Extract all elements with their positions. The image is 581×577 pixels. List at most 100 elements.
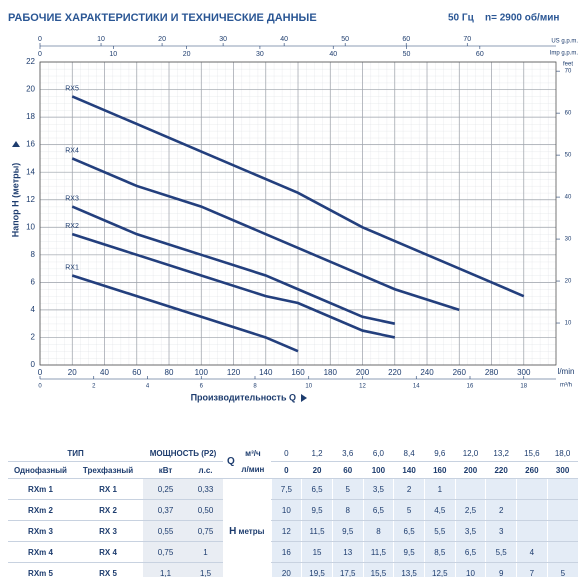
x-tick-label: 160: [291, 368, 305, 377]
y-axis-label: Напор H (метры): [10, 163, 20, 238]
x-tick-label: 60: [132, 368, 141, 377]
h-value: 12: [270, 520, 302, 542]
q-value: 6,0: [363, 445, 394, 462]
x4-unit: Imp g.p.m.: [550, 51, 579, 57]
h-value: 15,5: [362, 562, 394, 577]
q-value: 15,6: [516, 445, 548, 462]
x-tick-label: 220: [388, 368, 402, 377]
h-value: 8,5: [423, 541, 456, 563]
x4-tick-label: 50: [403, 51, 411, 58]
x3-unit: US g.p.m.: [551, 39, 578, 45]
series-line: [71, 205, 396, 325]
h-label: H: [229, 525, 237, 537]
x2-tick-label: 4: [146, 384, 150, 390]
header-cell: Трехфазный: [73, 461, 144, 479]
table-cell: 0,75: [143, 541, 189, 563]
x-tick-label: 280: [485, 368, 499, 377]
series-label: RX5: [65, 85, 79, 92]
x-tick-label: 120: [227, 368, 241, 377]
header-cell: Однофазный: [8, 461, 73, 479]
x4-tick-label: 60: [476, 51, 484, 58]
table-row: RXm 1 RX 1 0,25 0,33 H метры 7,5 6,5 5 3,5 2 1: [8, 478, 578, 577]
q-value: 220: [485, 461, 517, 479]
q-unit: л/мин: [241, 464, 265, 474]
table-row: RXm 2 RX 2 0,37 0,50 10 9,5 8 6,5 5 4,5 2,5 2: [8, 499, 578, 521]
y-tick-label: 2: [31, 333, 36, 342]
h-value: 11,5: [362, 541, 394, 563]
h-value: 6,5: [393, 520, 425, 542]
y-tick-label: 14: [26, 167, 35, 176]
h-value: 5,5: [423, 520, 456, 542]
series-label: RX2: [65, 223, 79, 230]
h-value: 13,5: [393, 562, 425, 577]
h-value: [454, 478, 486, 500]
h-value: 5: [331, 478, 364, 500]
x3-tick-label: 10: [97, 36, 105, 43]
h-value: 5,5: [485, 541, 517, 563]
x3-tick-label: 70: [463, 36, 471, 43]
y-tick-label: 4: [31, 305, 36, 314]
h-value: 7,5: [270, 478, 302, 500]
h-value: 6,5: [362, 499, 394, 521]
x3-tick-label: 0: [38, 36, 42, 43]
h-value: 9,5: [393, 541, 425, 563]
h-value: 6,5: [454, 541, 486, 563]
table-row: RXm 5 RX 5 1,1 1,5 20 19,5 17,5 15,5 13,5 12,5 10 9…: [8, 562, 578, 577]
q-label: Q: [227, 455, 235, 467]
h-value: 2: [393, 478, 425, 500]
h-value: 9,5: [301, 499, 333, 521]
q-value: 1,2: [301, 445, 333, 462]
q-value: 0: [271, 445, 302, 462]
x2-tick-label: 0: [38, 384, 42, 390]
table-row: RXm 3 RX 3 0,55 0,75 12 11,5 9,5 8 6,5 5,5 3,5 3: [8, 520, 578, 542]
h-value: [516, 478, 548, 500]
x-tick-label: 240: [420, 368, 434, 377]
table-cell: 1,1: [143, 562, 189, 577]
header-cell: МОЩНОСТЬ (P2): [143, 445, 224, 462]
table-cell: 0,75: [188, 520, 224, 542]
chart-title: РАБОЧИЕ ХАРАКТЕРИСТИКИ И ТЕХНИЧЕСКИЕ ДАН…: [8, 12, 317, 24]
h-value: 17,5: [331, 562, 364, 577]
h-value: 9: [485, 562, 517, 577]
x3-tick-label: 40: [280, 36, 288, 43]
header-cell: л.с.: [188, 461, 224, 479]
q-value: 0: [271, 461, 302, 479]
y-tick-label: 22: [26, 57, 35, 66]
x2-tick-label: 8: [253, 384, 257, 390]
x4-tick-label: 0: [38, 51, 42, 58]
x-tick-label: 100: [195, 368, 209, 377]
header-cell: кВт: [143, 461, 189, 479]
h-value: 4,5: [423, 499, 456, 521]
h-value: 19,5: [301, 562, 333, 577]
x-unit: l/min: [558, 367, 575, 376]
y2-tick-label: 30: [565, 237, 572, 243]
x2-tick-label: 18: [520, 384, 527, 390]
h-value: 5: [546, 562, 578, 577]
series-label: RX4: [65, 147, 79, 154]
table-cell: 0,25: [143, 478, 189, 500]
y-tick-label: 8: [31, 250, 36, 259]
h-value: 3,5: [362, 478, 394, 500]
x4-tick-label: 10: [109, 51, 117, 58]
h-value: 16: [270, 541, 302, 563]
x3-tick-label: 60: [402, 36, 410, 43]
q-value: 200: [455, 461, 486, 479]
y-tick-label: 6: [31, 277, 36, 286]
h-value: 6,5: [301, 478, 333, 500]
q-value: 20: [301, 461, 333, 479]
y2-unit: feet: [563, 62, 573, 68]
x4-tick-label: 30: [256, 51, 264, 58]
y2-tick-label: 40: [565, 195, 572, 201]
x3-tick-label: 30: [219, 36, 227, 43]
table-cell: RXm 4: [8, 541, 73, 563]
h-value: 10: [454, 562, 486, 577]
h-value: 11,5: [301, 520, 333, 542]
q-value: 12,0: [455, 445, 486, 462]
x4-tick-label: 20: [183, 51, 191, 58]
y-tick-label: 12: [26, 195, 35, 204]
q-value: 8,4: [393, 445, 425, 462]
y2-tick-label: 10: [565, 321, 572, 327]
h-value: 12,5: [423, 562, 456, 577]
